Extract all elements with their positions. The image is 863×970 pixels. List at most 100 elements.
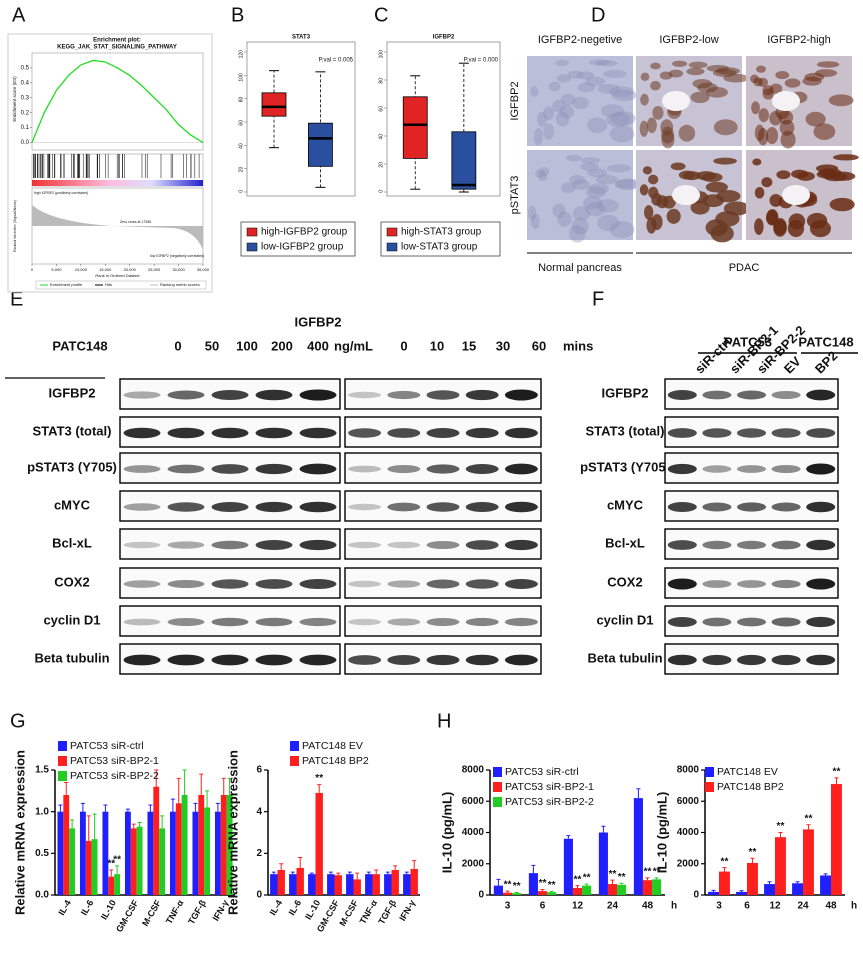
error-bar xyxy=(317,784,322,793)
tissue xyxy=(587,168,608,178)
time-label: 60 xyxy=(532,338,546,353)
bar xyxy=(391,870,399,895)
y-tick-label: 60 xyxy=(378,106,384,112)
plot-subtitle: KEGG_JAK_STAT_SIGNALING_PATHWAY xyxy=(57,45,177,51)
bar xyxy=(502,892,513,895)
significance: ** xyxy=(644,866,652,877)
y-tick-label: 6000 xyxy=(462,796,485,807)
band xyxy=(123,391,161,399)
legend-label: PATC53 siR-BP2-1 xyxy=(505,781,594,793)
x-tick-label: 25,000 xyxy=(148,267,161,272)
error-bar xyxy=(806,824,811,830)
band xyxy=(299,579,337,589)
band xyxy=(702,428,732,438)
bar xyxy=(831,784,842,895)
bar xyxy=(130,828,137,895)
tissue xyxy=(690,91,710,104)
tissue xyxy=(531,213,540,230)
error-bar xyxy=(584,883,589,886)
band xyxy=(299,389,337,401)
band xyxy=(426,390,460,400)
tissue xyxy=(611,89,638,102)
tissue xyxy=(585,186,606,199)
y-tick-label: 4000 xyxy=(677,827,700,838)
error-bar xyxy=(221,777,226,795)
band xyxy=(255,389,293,401)
tissue xyxy=(580,163,599,171)
tissue xyxy=(583,196,603,210)
legend-swatch xyxy=(493,767,502,777)
band xyxy=(504,427,538,439)
legend-label: PATC148 EV xyxy=(717,766,778,778)
x-tick-label: 48 xyxy=(642,901,654,912)
row-label: cyclin D1 xyxy=(43,612,100,627)
band xyxy=(123,541,161,549)
tissue xyxy=(639,184,649,196)
band xyxy=(771,617,801,627)
ihc-image xyxy=(527,56,633,146)
panel-label: A xyxy=(12,4,26,26)
bar xyxy=(403,874,411,895)
error-bar xyxy=(374,869,379,875)
error-bar xyxy=(834,777,839,785)
bar xyxy=(372,874,380,895)
legend-swatch xyxy=(386,242,398,252)
band xyxy=(426,464,460,474)
bar xyxy=(775,837,786,895)
band xyxy=(123,427,161,439)
tissue xyxy=(815,69,838,77)
band xyxy=(465,502,499,512)
tissue xyxy=(778,110,794,125)
y-label: Relative mRNA expression xyxy=(12,750,27,915)
band xyxy=(504,579,538,589)
error-bar xyxy=(298,857,303,868)
bar xyxy=(289,874,297,895)
error-bar xyxy=(92,813,97,840)
band xyxy=(806,616,836,628)
error-bar xyxy=(566,835,571,839)
band xyxy=(255,579,293,589)
bar xyxy=(79,811,86,895)
legend-swatch xyxy=(493,797,502,807)
error-bar xyxy=(279,863,284,870)
band xyxy=(348,391,382,399)
y-tick-label: 80 xyxy=(238,96,244,102)
error-bar xyxy=(778,832,783,838)
tissue xyxy=(762,88,774,100)
time-label: 10 xyxy=(430,338,444,353)
tissue xyxy=(656,195,669,209)
tissue xyxy=(536,111,547,127)
tissue xyxy=(601,104,625,118)
protein-label: IGFBP2 xyxy=(295,314,342,329)
legend-swatch xyxy=(290,741,299,751)
tissue xyxy=(552,203,566,218)
bar xyxy=(617,884,627,895)
panel-label: H xyxy=(437,710,451,732)
tissue xyxy=(597,214,620,231)
x-tick-label: 12 xyxy=(572,901,584,912)
bar xyxy=(652,879,662,895)
error-bar xyxy=(182,769,187,795)
x-tick-label: 12 xyxy=(769,901,781,912)
band xyxy=(504,463,538,475)
band xyxy=(167,464,205,474)
bar xyxy=(493,885,503,895)
row-label: Bcl-xL xyxy=(52,535,92,550)
box xyxy=(451,131,477,190)
bar xyxy=(220,795,227,895)
lumen xyxy=(772,91,800,111)
band xyxy=(167,580,205,588)
x-tick-label: 6 xyxy=(744,901,750,912)
error-bar xyxy=(70,819,75,829)
band xyxy=(211,502,249,512)
band xyxy=(465,617,499,627)
significance: ** xyxy=(609,869,617,880)
band xyxy=(123,465,161,473)
significance: ** xyxy=(805,813,813,824)
bar xyxy=(598,832,608,895)
bar xyxy=(572,887,583,895)
x-tick-label: 24 xyxy=(797,901,809,912)
band xyxy=(348,618,382,626)
error-bar xyxy=(505,890,510,893)
tissue xyxy=(715,67,741,75)
